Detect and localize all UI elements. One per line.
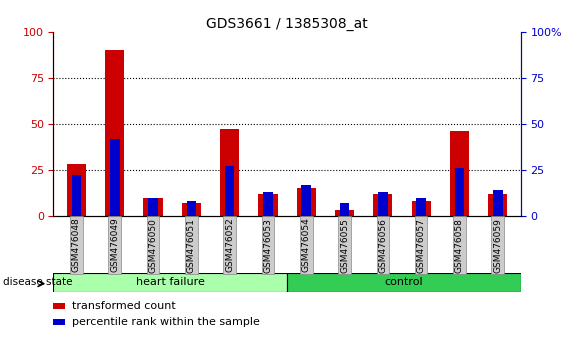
Bar xyxy=(225,166,234,216)
Bar xyxy=(450,131,469,216)
Bar xyxy=(378,192,388,216)
Bar xyxy=(148,198,158,216)
Text: heart failure: heart failure xyxy=(136,277,205,287)
Text: percentile rank within the sample: percentile rank within the sample xyxy=(72,317,260,327)
Bar xyxy=(287,273,521,292)
Bar xyxy=(258,194,278,216)
Text: GSM476056: GSM476056 xyxy=(378,218,387,273)
Bar xyxy=(186,201,196,216)
Text: GSM476048: GSM476048 xyxy=(72,218,81,273)
Text: GSM476059: GSM476059 xyxy=(493,218,502,273)
Text: GSM476058: GSM476058 xyxy=(455,218,464,273)
Bar xyxy=(297,188,316,216)
Bar xyxy=(417,198,426,216)
Text: disease state: disease state xyxy=(3,277,72,287)
Bar xyxy=(144,198,163,216)
Bar xyxy=(220,130,239,216)
Text: transformed count: transformed count xyxy=(72,301,176,311)
Bar xyxy=(455,168,464,216)
Text: control: control xyxy=(385,277,423,287)
Bar xyxy=(488,194,507,216)
Text: GSM476053: GSM476053 xyxy=(263,218,272,273)
Bar xyxy=(110,139,119,216)
Bar xyxy=(182,203,201,216)
Title: GDS3661 / 1385308_at: GDS3661 / 1385308_at xyxy=(206,17,368,31)
Bar xyxy=(493,190,503,216)
Text: GSM476055: GSM476055 xyxy=(340,218,349,273)
Text: GSM476052: GSM476052 xyxy=(225,218,234,273)
Bar xyxy=(335,210,354,216)
Text: GSM476050: GSM476050 xyxy=(149,218,158,273)
Bar xyxy=(302,185,311,216)
Text: GSM476049: GSM476049 xyxy=(110,218,119,273)
Text: GSM476057: GSM476057 xyxy=(417,218,426,273)
Bar xyxy=(67,164,86,216)
Bar xyxy=(53,273,287,292)
Bar xyxy=(72,176,81,216)
Bar xyxy=(53,319,65,325)
Bar xyxy=(263,192,272,216)
Bar xyxy=(105,50,124,216)
Bar xyxy=(340,203,350,216)
Bar xyxy=(53,303,65,309)
Text: GSM476054: GSM476054 xyxy=(302,218,311,273)
Text: GSM476051: GSM476051 xyxy=(187,218,196,273)
Bar xyxy=(373,194,392,216)
Bar xyxy=(412,201,431,216)
